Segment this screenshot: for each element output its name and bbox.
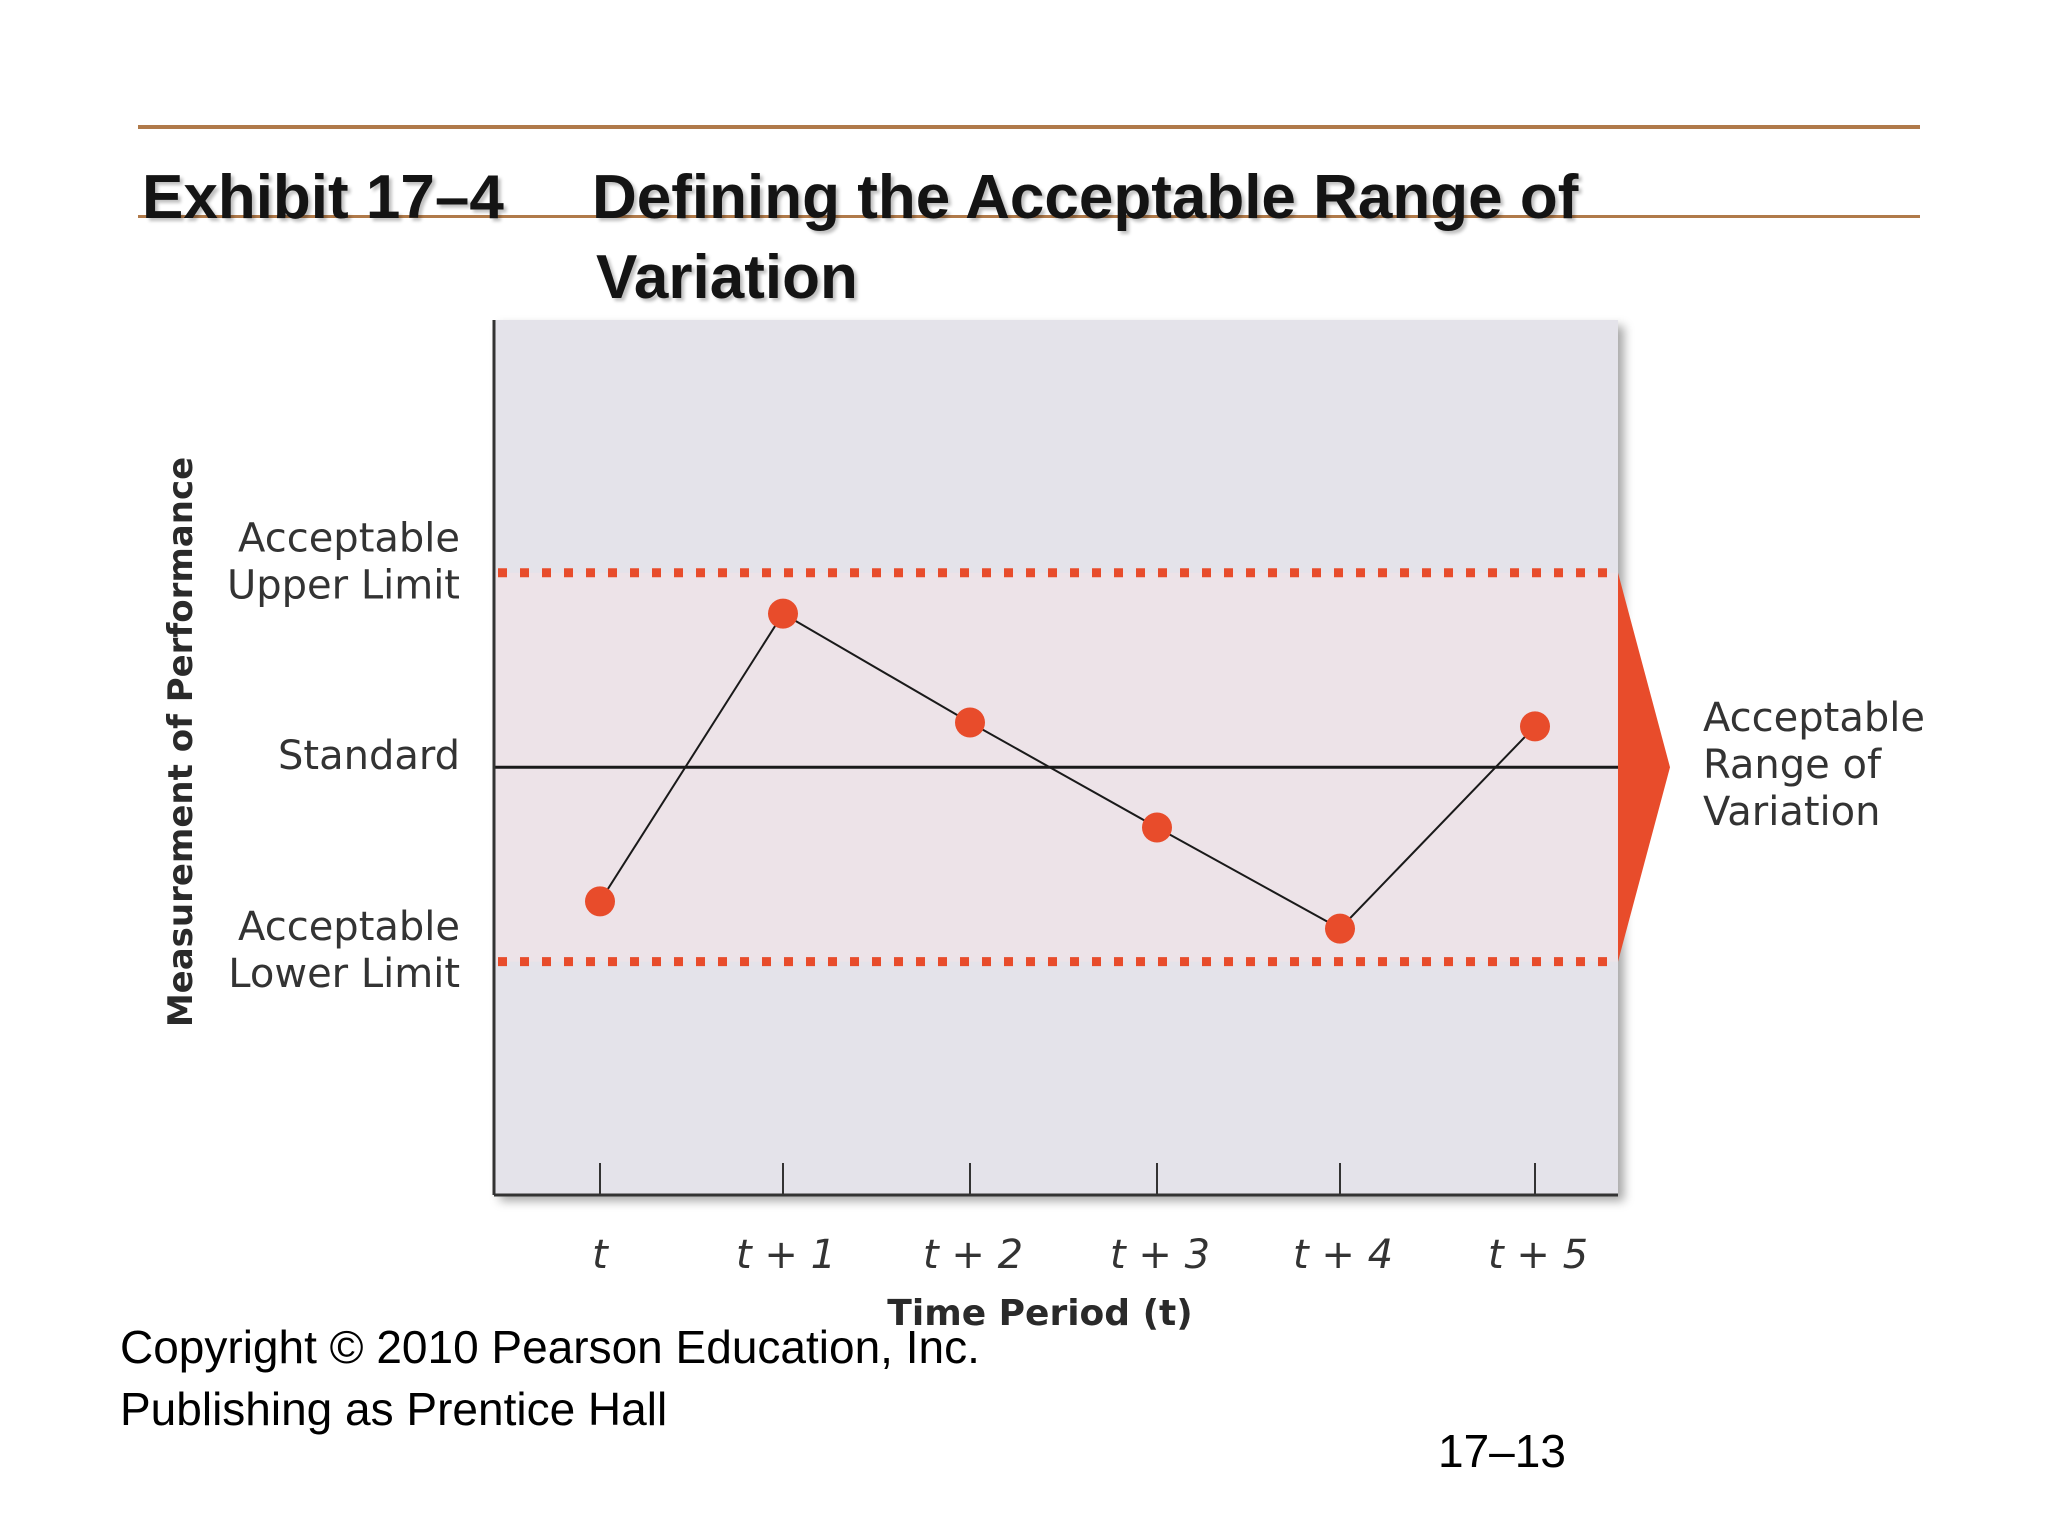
range-arrow xyxy=(1618,572,1670,962)
reference-label-1: Standard xyxy=(278,733,460,779)
data-point xyxy=(768,598,798,629)
x-tick-label: t + 1 xyxy=(736,1232,836,1278)
performance-line xyxy=(599,612,1536,930)
range-label-line: Variation xyxy=(1703,789,1880,835)
page-number: 17–13 xyxy=(1438,1425,1566,1477)
reference-label-line: Acceptable xyxy=(238,904,460,950)
data-point xyxy=(1325,913,1355,944)
copyright-line-1: Copyright © 2010 Pearson Education, Inc. xyxy=(120,1321,980,1373)
title-line-1: Defining the Acceptable Range of xyxy=(592,163,1579,232)
range-label-line: Range of xyxy=(1703,742,1882,788)
reference-label-line: Lower Limit xyxy=(228,951,460,997)
x-tick-label: t xyxy=(592,1232,609,1278)
x-tick-label: t + 2 xyxy=(923,1232,1023,1278)
title-line-2: Variation xyxy=(596,243,858,312)
reference-label-line: Upper Limit xyxy=(227,562,460,608)
copyright-notice: Copyright © 2010 Pearson Education, Inc.… xyxy=(120,1316,980,1440)
x-axis-label: Time Period (t) xyxy=(887,1293,1192,1334)
title-rule xyxy=(138,215,1920,218)
reference-label-line: Acceptable xyxy=(238,515,460,561)
x-tick-label: t + 3 xyxy=(1110,1232,1210,1278)
x-tick-label: t + 5 xyxy=(1488,1232,1588,1278)
copyright-line-2: Publishing as Prentice Hall xyxy=(120,1383,668,1435)
exhibit-number: Exhibit 17–4 xyxy=(142,163,504,232)
x-tick-label: t + 4 xyxy=(1293,1232,1393,1278)
reference-label-line: Standard xyxy=(278,733,460,779)
y-axis-label: Measurement of Performance xyxy=(161,457,201,1027)
range-label-line: Acceptable xyxy=(1703,695,1925,741)
slide-title: Exhibit 17–4 Defining the Acceptable Rang… xyxy=(142,158,1578,318)
data-point xyxy=(1520,711,1550,742)
top-rule xyxy=(138,125,1920,129)
data-point xyxy=(955,707,985,738)
data-point xyxy=(585,886,615,917)
data-point xyxy=(1142,812,1172,843)
